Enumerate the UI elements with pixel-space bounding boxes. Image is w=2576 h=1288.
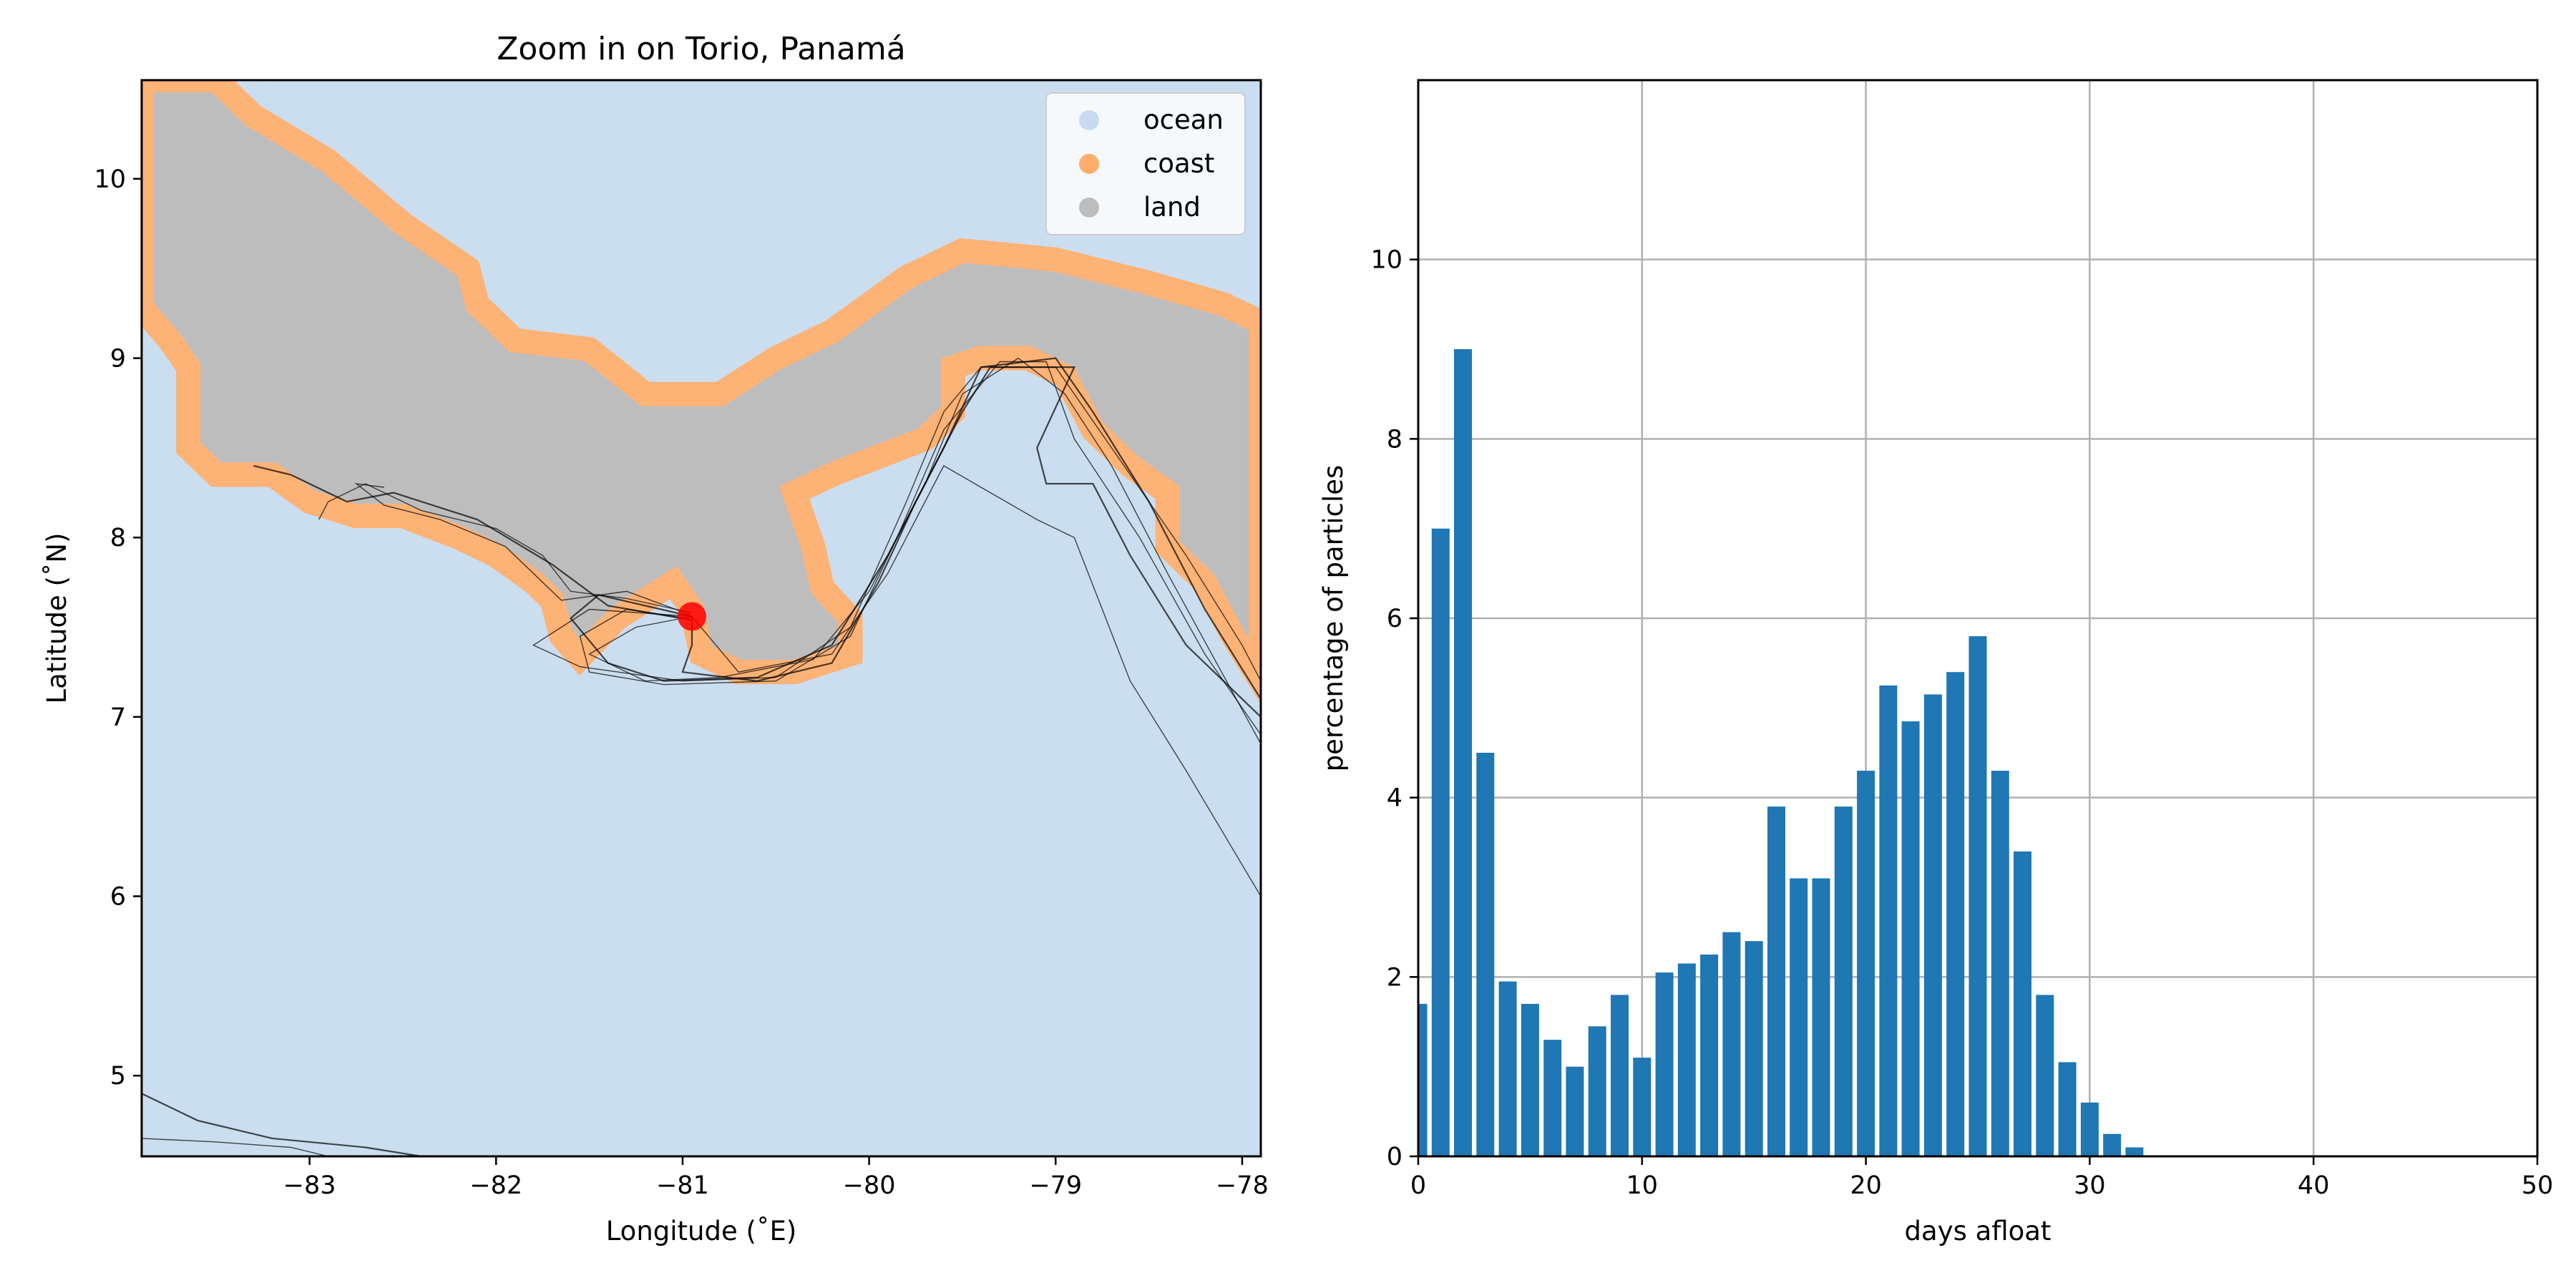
legend-marker-coast (1079, 154, 1099, 174)
histogram-bar (2125, 1147, 2144, 1156)
legend-label-ocean: ocean (1143, 104, 1224, 135)
map-x-tick-label: −81 (656, 1171, 709, 1200)
land-area (142, 80, 1261, 704)
histogram-y-tick-label: 4 (1387, 784, 1402, 813)
histogram-bar (1655, 972, 1674, 1156)
legend-marker-ocean (1079, 110, 1099, 130)
histogram-bar (2103, 1133, 2122, 1156)
histogram-x-tick-label: 40 (2298, 1171, 2330, 1200)
trajectory-5 (354, 482, 691, 615)
histogram-bar (2080, 1102, 2099, 1156)
histogram-bar (1476, 753, 1495, 1156)
histogram-bar (1454, 349, 1472, 1156)
map-y-tick-label: 5 (110, 1062, 126, 1091)
trajectory-3 (253, 464, 693, 621)
histogram-bar (1857, 771, 1875, 1156)
histogram-y-axis-label: percentage of particles (1318, 465, 1349, 772)
histogram-bars (1418, 349, 2144, 1156)
histogram-x-axis-label: days afloat (1905, 1216, 2051, 1246)
histogram-x-tick-label: 20 (1850, 1171, 1882, 1200)
map-x-tick-label: −83 (283, 1171, 336, 1200)
trajectory-lines (142, 357, 1261, 1156)
histogram-bar (1991, 771, 2009, 1156)
histogram-bar (2014, 851, 2031, 1156)
histogram-bar (1588, 1026, 1606, 1156)
map-panel: −83 −82 −81 −80 −79 −78 5 6 7 8 9 10 Zoom in on To… (42, 31, 1269, 1246)
histogram-bar (1498, 981, 1517, 1156)
histogram-bar (1722, 932, 1741, 1156)
histogram-bar (1633, 1058, 1652, 1156)
histogram-bar (1521, 1003, 1539, 1156)
histogram-x-tick-label: 30 (2074, 1171, 2106, 1200)
histogram-y-tick-label: 0 (1387, 1143, 1402, 1171)
legend-entry-ocean: ocean (1079, 104, 1224, 135)
histogram-bar (1677, 963, 1696, 1156)
histogram-bar (1901, 721, 1920, 1156)
histogram-bar (1923, 694, 1942, 1156)
map-axes-frame (140, 79, 1262, 1158)
histogram-x-ticks: 0 10 20 30 40 50 (1410, 1156, 2553, 1200)
histogram-bar (1879, 686, 1898, 1156)
map-y-tick-label: 9 (110, 345, 126, 374)
map-legend: ocean coast land (1045, 92, 1246, 235)
histogram-bar (1812, 878, 1830, 1156)
trajectory-6 (681, 366, 1261, 718)
histogram-bar (2036, 995, 2054, 1156)
histogram-x-tick-label: 10 (1626, 1171, 1659, 1200)
histogram-bar (1745, 941, 1763, 1156)
map-y-ticks: 5 6 7 8 9 10 (94, 165, 142, 1091)
histogram-bar (1611, 995, 1629, 1156)
trajectory-4 (588, 357, 1261, 744)
trajectory-7 (532, 366, 1261, 682)
histogram-bar (1431, 528, 1450, 1156)
histogram-bar (1790, 878, 1808, 1156)
legend-label-land: land (1143, 192, 1201, 223)
legend-box (1045, 92, 1246, 235)
map-y-tick-label: 8 (110, 524, 126, 552)
histogram-y-tick-label: 6 (1387, 605, 1402, 633)
histogram-bar (1946, 672, 1965, 1156)
map-title: Zoom in on Torio, Panamá (497, 31, 905, 67)
trajectory-9 (142, 1093, 422, 1156)
histogram-bar (1418, 1003, 1428, 1156)
histogram-y-tick-label: 2 (1387, 963, 1402, 992)
histogram-bar (1834, 806, 1853, 1156)
map-x-tick-label: −79 (1029, 1171, 1082, 1200)
histogram-bar (1968, 636, 1987, 1156)
histogram-x-tick-label: 50 (2522, 1171, 2554, 1200)
trajectory-10 (142, 1138, 328, 1156)
histogram-x-tick-label: 0 (1410, 1171, 1426, 1200)
map-x-ticks: −83 −82 −81 −80 −79 −78 (283, 1156, 1269, 1200)
release-point-marker (677, 602, 706, 631)
histogram-bar (1700, 955, 1719, 1156)
legend-marker-land (1079, 197, 1099, 218)
legend-label-coast: coast (1143, 148, 1214, 179)
histogram-bar (2058, 1062, 2077, 1156)
histogram-bar (1566, 1066, 1584, 1156)
legend-entry-coast: coast (1079, 148, 1214, 179)
map-x-tick-label: −80 (843, 1171, 896, 1200)
map-plot-area (142, 80, 1261, 1156)
map-x-tick-label: −78 (1216, 1171, 1269, 1200)
map-y-tick-label: 7 (110, 703, 126, 732)
histogram-bar (1543, 1040, 1562, 1156)
trajectory-1 (318, 483, 693, 614)
map-x-axis-label: Longitude (˚E) (606, 1216, 797, 1246)
trajectory-8 (691, 464, 1261, 897)
histogram-y-tick-label: 10 (1370, 246, 1402, 275)
map-y-tick-label: 10 (94, 165, 126, 194)
legend-entry-land: land (1079, 192, 1201, 223)
histogram-bar (1767, 806, 1785, 1156)
map-y-axis-label: Latitude (˚N) (42, 532, 72, 703)
histogram-y-ticks: 0 2 4 6 8 10 (1370, 246, 1418, 1171)
map-x-tick-label: −82 (469, 1171, 522, 1200)
histogram-y-tick-label: 8 (1387, 425, 1402, 454)
map-y-tick-label: 6 (110, 883, 126, 912)
histogram-panel: 0 10 20 30 40 50 0 2 4 6 8 10 days afloat percenta… (1318, 79, 2553, 1246)
trajectory-0 (569, 357, 1261, 700)
